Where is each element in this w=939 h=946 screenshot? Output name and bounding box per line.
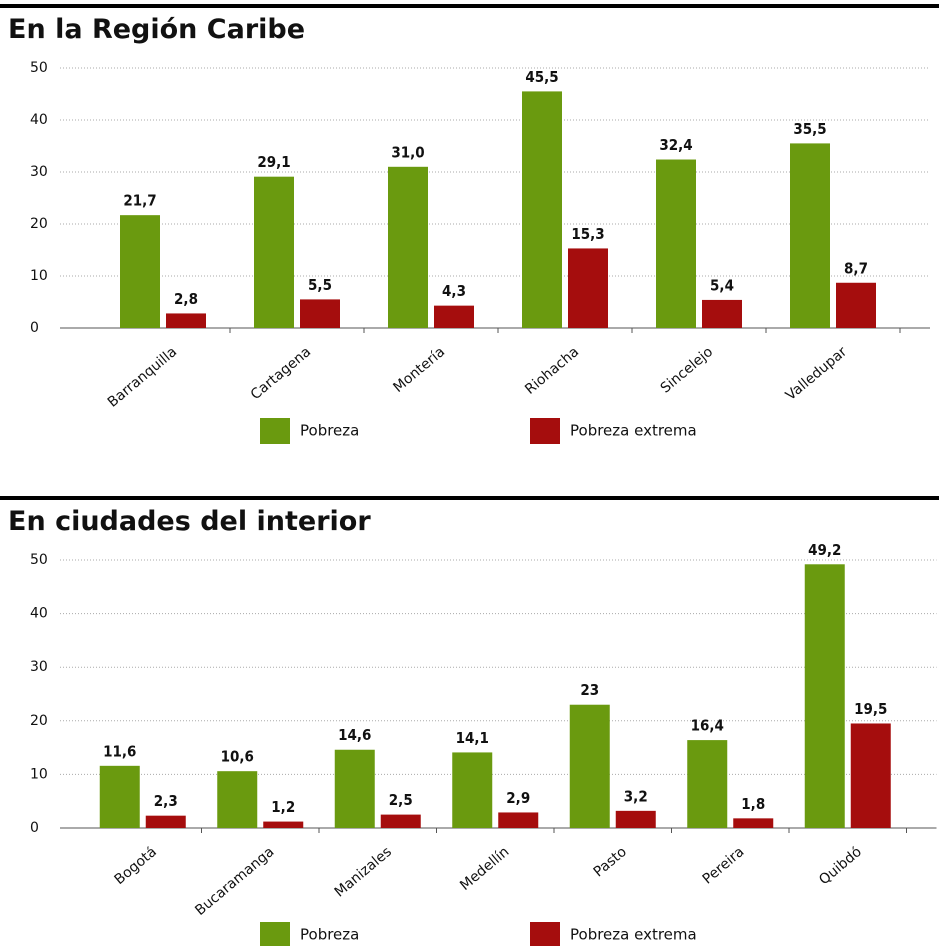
value-label: 21,7: [123, 192, 156, 210]
legend-label: Pobreza extrema: [570, 926, 697, 944]
value-label: 14,1: [456, 729, 489, 747]
bar: [263, 821, 304, 828]
value-label: 5,5: [308, 276, 332, 294]
bar: [804, 564, 845, 828]
x-tick-label: Cartagena: [248, 344, 314, 403]
bar: [498, 812, 539, 828]
bar: [702, 299, 742, 328]
value-label: 31,0: [391, 143, 424, 161]
bar: [380, 814, 421, 828]
bar: [99, 765, 140, 828]
value-label: 29,1: [257, 153, 290, 171]
bar: [569, 704, 610, 828]
x-tick-label: Valledupar: [783, 344, 850, 404]
bar: [388, 166, 428, 328]
legend-label: Pobreza: [300, 926, 359, 944]
legend-swatch: [530, 922, 560, 946]
bar: [836, 282, 876, 328]
title-rule: [0, 496, 939, 500]
value-label: 4,3: [442, 282, 466, 300]
y-tick-label: 0: [30, 820, 39, 836]
bar: [790, 143, 830, 328]
bar: [217, 771, 258, 828]
value-label: 11,6: [103, 742, 136, 760]
x-tick-label: Montería: [390, 344, 448, 396]
x-tick-label: Pasto: [591, 844, 630, 881]
value-label: 35,5: [793, 120, 826, 138]
y-tick-label: 20: [30, 216, 48, 232]
chart-title: En ciudades del interior: [8, 506, 371, 537]
value-label: 14,6: [338, 726, 371, 744]
bar: [522, 91, 562, 329]
y-tick-label: 30: [30, 164, 48, 180]
value-label: 1,2: [271, 798, 295, 816]
x-tick-label: Medellín: [457, 844, 512, 894]
y-tick-label: 20: [30, 713, 48, 729]
legend-label: Pobreza extrema: [570, 422, 697, 440]
bar: [568, 248, 608, 328]
value-label: 19,5: [854, 700, 887, 718]
bar: [850, 723, 891, 828]
y-tick-label: 10: [30, 268, 48, 284]
y-tick-label: 40: [30, 112, 48, 128]
x-tick-label: Pereira: [700, 844, 748, 888]
bar: [733, 818, 774, 828]
x-tick-label: Bogotá: [112, 844, 160, 888]
bar: [615, 810, 656, 828]
x-tick-label: Sincelejo: [658, 344, 716, 397]
y-tick-label: 30: [30, 659, 48, 675]
legend-label: Pobreza: [300, 422, 359, 440]
bar: [254, 176, 294, 328]
value-label: 16,4: [691, 717, 724, 735]
y-tick-label: 10: [30, 766, 48, 782]
x-tick-label: Manizales: [332, 844, 395, 901]
legend-swatch: [260, 418, 290, 444]
title-rule: [0, 4, 939, 8]
value-label: 1,8: [741, 795, 765, 813]
value-label: 23: [580, 681, 599, 699]
y-tick-label: 50: [30, 552, 48, 568]
bar: [145, 815, 186, 828]
bar: [434, 305, 474, 328]
x-tick-label: Riohacha: [522, 344, 582, 398]
bar: [687, 740, 728, 828]
value-label: 3,2: [624, 787, 648, 805]
value-label: 10,6: [221, 748, 254, 766]
value-label: 15,3: [571, 225, 604, 243]
chart-title: En la Región Caribe: [8, 14, 305, 45]
value-label: 5,4: [710, 276, 734, 294]
bar: [656, 159, 696, 328]
value-label: 49,2: [808, 541, 841, 559]
value-label: 2,8: [174, 290, 198, 308]
value-label: 8,7: [844, 259, 868, 277]
x-tick-label: Quibdó: [816, 844, 865, 888]
legend-swatch: [530, 418, 560, 444]
value-label: 2,9: [506, 789, 530, 807]
value-label: 32,4: [659, 136, 692, 154]
bar: [120, 215, 160, 328]
legend-swatch: [260, 922, 290, 946]
value-label: 45,5: [525, 68, 558, 86]
y-tick-label: 50: [30, 60, 48, 76]
bar: [300, 299, 340, 328]
bar: [166, 313, 206, 328]
bar: [334, 749, 375, 828]
y-tick-label: 0: [30, 320, 39, 336]
x-tick-label: Barranquilla: [105, 344, 180, 411]
y-tick-label: 40: [30, 606, 48, 622]
x-tick-label: Bucaramanga: [192, 844, 277, 919]
value-label: 2,3: [154, 792, 178, 810]
bar: [452, 752, 493, 828]
value-label: 2,5: [389, 791, 413, 809]
